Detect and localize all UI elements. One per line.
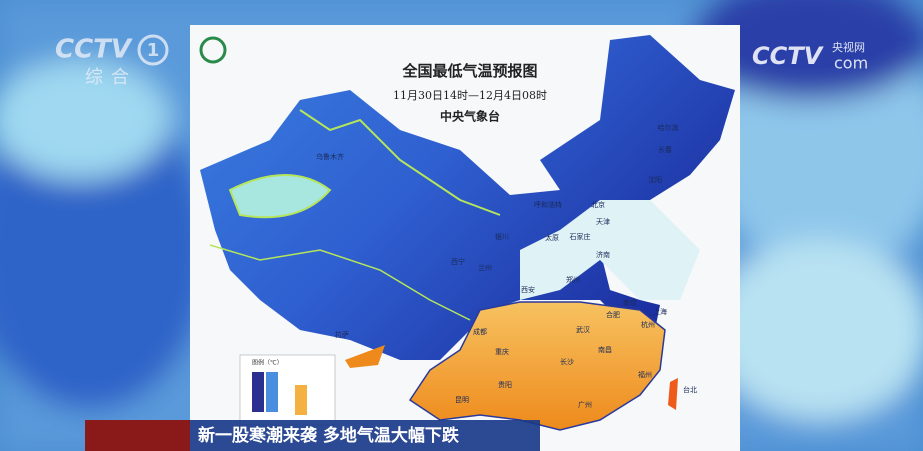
cma-logo [199, 36, 227, 64]
south-tibet [345, 345, 385, 368]
city-label: 长春 [658, 145, 672, 154]
city-label: 福州 [638, 370, 652, 379]
legend-swatch [266, 372, 278, 412]
mild-region [520, 200, 700, 300]
legend-swatch [295, 385, 307, 415]
city-label: 沈阳 [648, 175, 662, 184]
city-label: 南昌 [598, 345, 612, 354]
map-title: 全国最低气温预报图 [401, 62, 537, 80]
watermark-logo: CCTV [752, 42, 825, 70]
city-label: 济南 [596, 250, 610, 259]
contour [209, 244, 471, 321]
city-label: 杭州 [641, 320, 655, 329]
city-label: 西安 [521, 285, 535, 294]
city-label: 上海 [653, 307, 667, 316]
legend-swatch [252, 372, 264, 412]
channel-number: 1 [147, 40, 160, 61]
city-label: 广州 [578, 400, 592, 409]
city-label: 昆明 [455, 396, 469, 404]
caption-bar [190, 420, 540, 451]
city-label: 拉萨 [335, 330, 349, 339]
city-label: 重庆 [495, 347, 509, 356]
warm-region [408, 301, 666, 431]
city-label: 石家庄 [570, 232, 591, 241]
city-label: 西宁 [451, 257, 465, 266]
contour [299, 109, 501, 216]
city-label: 成都 [473, 327, 487, 336]
city-label: 台北 [683, 385, 697, 394]
city-label: 太原 [545, 233, 559, 242]
map-source: 中央气象台 [440, 109, 500, 124]
city-label: 长沙 [560, 357, 574, 366]
city-label: 呼和浩特 [534, 200, 562, 209]
taiwan [668, 378, 678, 410]
city-label: 合肥 [606, 310, 620, 319]
city-label: 天津 [596, 218, 610, 226]
cold-region [200, 35, 735, 360]
city-label: 南京 [623, 298, 637, 307]
caption: 新一股寒潮来袭 多地气温大幅下跌 [198, 425, 460, 446]
channel-ring [137, 34, 169, 66]
channel-logo: CCTV [55, 35, 133, 65]
watermark-suffix: com [834, 54, 868, 73]
caption-accent [85, 420, 190, 451]
city-label: 银川 [495, 232, 509, 241]
city-label: 乌鲁木齐 [316, 152, 344, 161]
map-period: 11月30日14时—12月4日08时 [393, 89, 547, 102]
city-label: 北京 [591, 200, 605, 209]
city-label: 武汉 [576, 325, 590, 334]
city-label: 贵阳 [498, 380, 512, 389]
basin [228, 174, 332, 219]
city-label: 哈尔滨 [658, 123, 679, 132]
legend-title: 图例（℃） [252, 359, 283, 367]
channel-name: 综合 [85, 67, 137, 88]
city-label: 郑州 [566, 276, 580, 284]
city-label: 兰州 [478, 263, 492, 272]
watermark-site: 央视网 [832, 40, 865, 54]
